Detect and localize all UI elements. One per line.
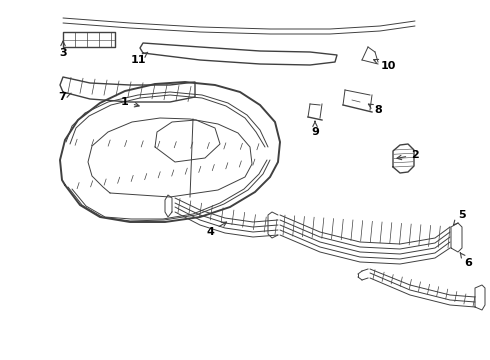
Text: 3: 3 [59,41,67,58]
Text: 7: 7 [58,92,71,102]
Text: 8: 8 [368,104,382,115]
Text: 6: 6 [460,253,472,268]
Text: 11: 11 [130,52,148,65]
Text: 4: 4 [206,222,226,237]
Text: 10: 10 [374,59,396,71]
Text: 1: 1 [121,97,139,107]
Text: 2: 2 [397,150,419,160]
Text: 5: 5 [453,210,466,225]
Text: 9: 9 [311,121,319,137]
